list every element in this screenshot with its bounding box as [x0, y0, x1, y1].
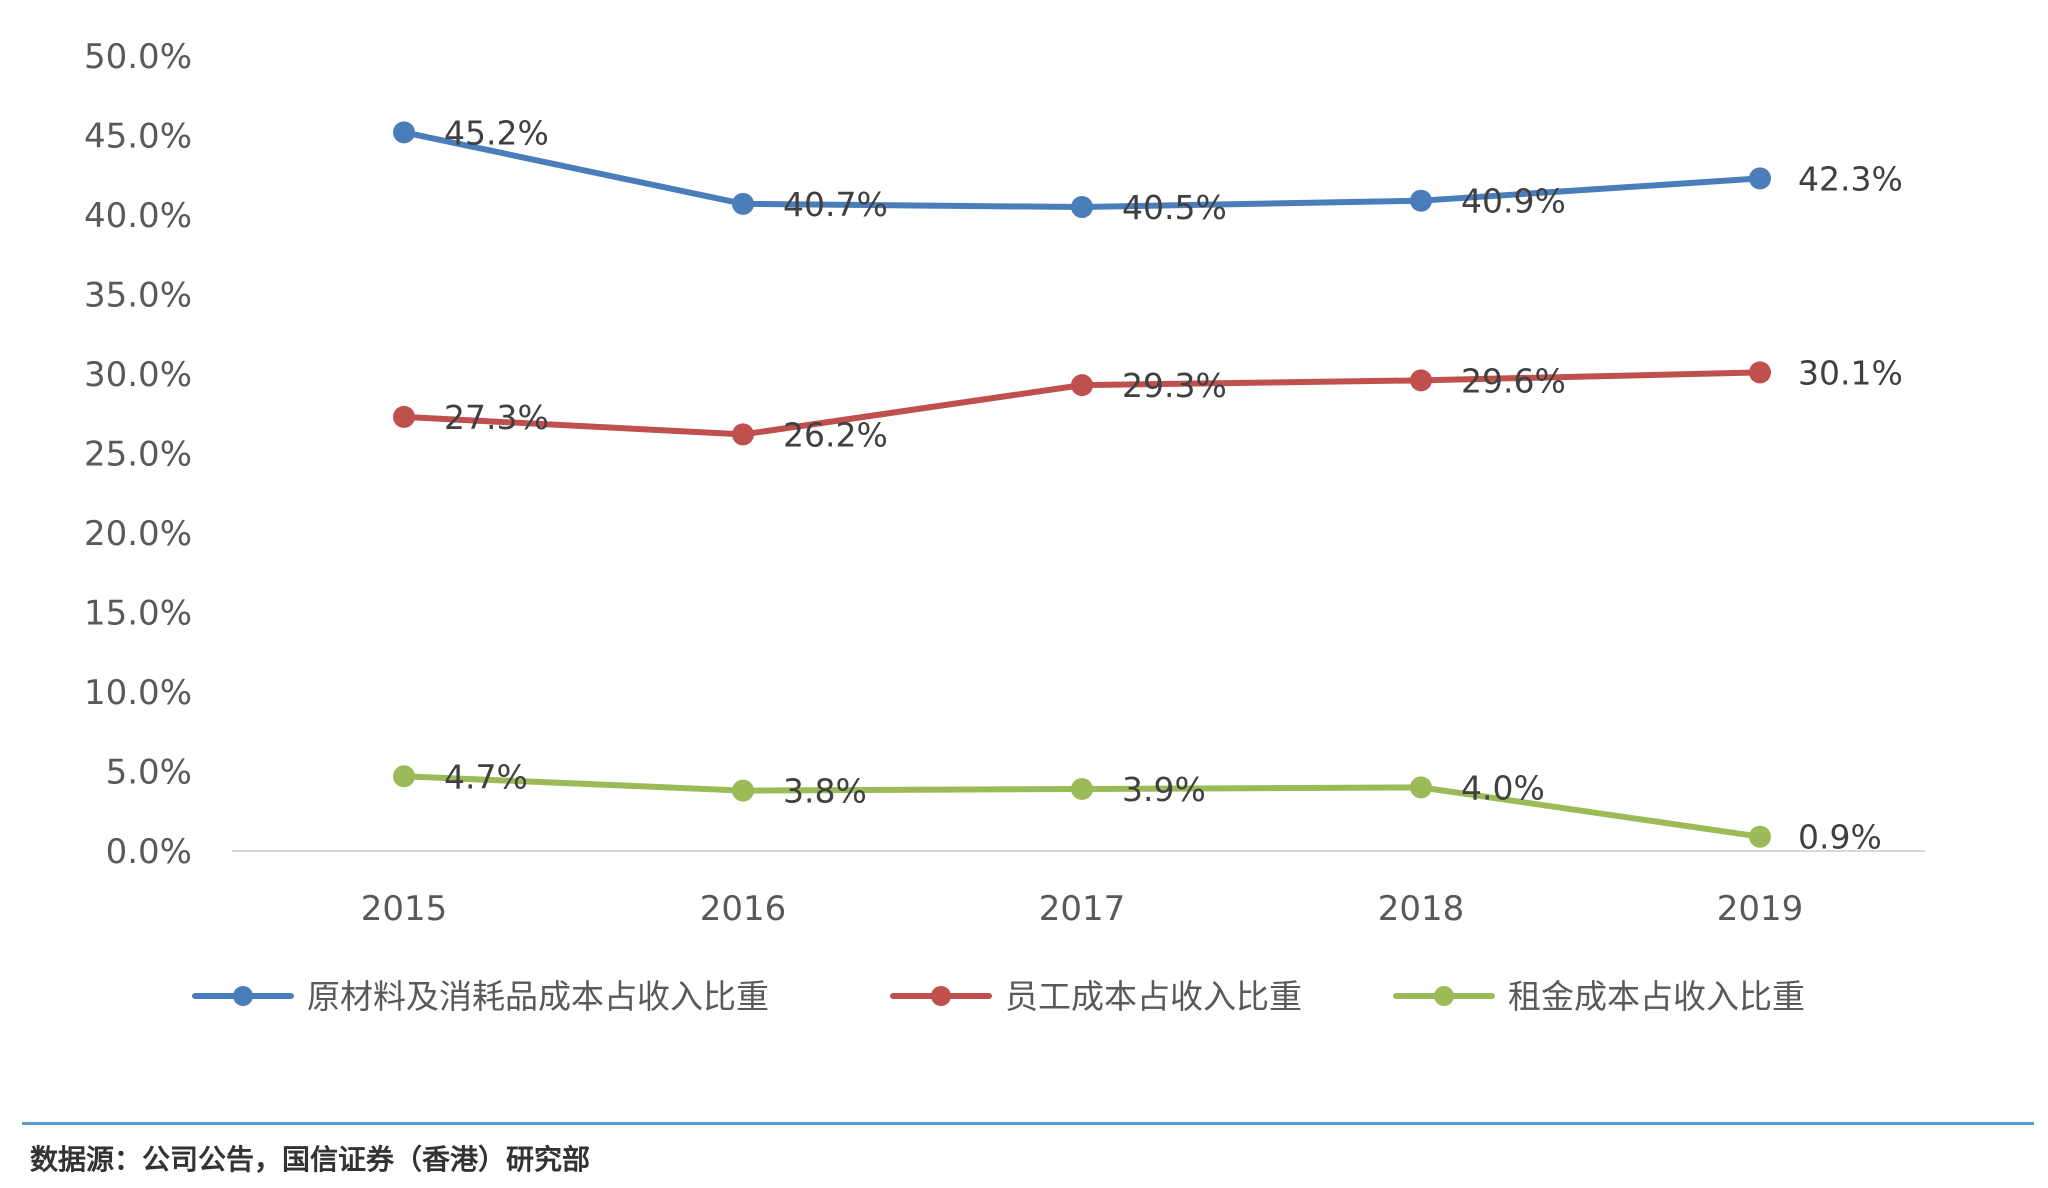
series: 27.3% 26.2% 29.3% 29.6% 30.1%: [393, 353, 1903, 454]
legend: 原材料及消耗品成本占收入比重 员工成本占收入比重 租金成本占收入比重: [192, 977, 1805, 1016]
data-label: 40.5%: [1122, 188, 1227, 227]
x-tick-label: 2019: [1717, 889, 1804, 929]
legend-label: 租金成本占收入比重: [1508, 977, 1805, 1016]
legend-marker: [1434, 986, 1454, 1006]
data-label: 29.6%: [1461, 361, 1566, 400]
y-axis: 0.0% 5.0% 10.0% 15.0% 20.0% 25.0% 30.0% 35.0% 40…: [84, 37, 192, 872]
data-label: 42.3%: [1798, 159, 1903, 198]
data-point: [393, 765, 415, 788]
y-tick-label: 10.0%: [84, 673, 192, 713]
source-divider: [22, 1122, 2034, 1125]
data-point: [1749, 361, 1771, 384]
data-label: 4.7%: [444, 757, 528, 796]
line-chart: 0.0% 5.0% 10.0% 15.0% 20.0% 25.0% 30.0% 35.0% 40…: [84, 37, 1925, 1016]
data-point: [1071, 196, 1093, 219]
y-tick-label: 25.0%: [84, 435, 192, 475]
data-point: [393, 121, 415, 144]
data-point: [1071, 374, 1093, 397]
x-axis: 2015 2016 2017 2018 2019: [361, 889, 1804, 929]
x-tick-label: 2015: [361, 889, 448, 929]
data-point: [732, 192, 754, 215]
data-label: 45.2%: [444, 113, 549, 152]
data-point: [732, 779, 754, 802]
data-label: 0.9%: [1798, 818, 1882, 857]
data-label: 4.0%: [1461, 768, 1545, 807]
data-label: 29.3%: [1122, 366, 1227, 405]
y-tick-label: 35.0%: [84, 276, 192, 316]
source-note: 数据源：公司公告，国信证券（香港）研究部: [30, 1143, 591, 1176]
data-label: 40.7%: [783, 185, 888, 224]
y-tick-label: 50.0%: [84, 37, 192, 77]
legend-label: 原材料及消耗品成本占收入比重: [307, 977, 769, 1016]
legend-label: 员工成本占收入比重: [1005, 977, 1302, 1016]
data-point: [1749, 825, 1771, 848]
series: 45.2% 40.7% 40.5% 40.9% 42.3%: [393, 113, 1903, 227]
data-point: [1410, 189, 1432, 212]
data-label: 3.8%: [783, 772, 867, 811]
data-point: [393, 405, 415, 428]
legend-marker: [931, 986, 951, 1006]
data-label: 30.1%: [1798, 353, 1903, 392]
data-label: 26.2%: [783, 415, 888, 454]
y-tick-label: 15.0%: [84, 594, 192, 634]
data-point: [1749, 167, 1771, 190]
series-layer: 45.2% 40.7% 40.5% 40.9% 42.3% 27.3% 26.2% 29.3%…: [393, 113, 1903, 857]
data-point: [1410, 369, 1432, 392]
y-tick-label: 0.0%: [106, 832, 192, 872]
series: 4.7% 3.8% 3.9% 4.0% 0.9%: [393, 757, 1882, 857]
legend-marker: [233, 986, 253, 1006]
x-tick-label: 2017: [1039, 889, 1126, 929]
y-tick-label: 45.0%: [84, 117, 192, 157]
data-point: [1071, 777, 1093, 800]
x-tick-label: 2016: [700, 889, 787, 929]
y-tick-label: 40.0%: [84, 196, 192, 236]
data-point: [1410, 776, 1432, 799]
y-tick-label: 5.0%: [106, 753, 192, 793]
data-point: [732, 423, 754, 446]
y-tick-label: 30.0%: [84, 355, 192, 395]
data-label: 40.9%: [1461, 182, 1566, 221]
x-tick-label: 2018: [1378, 889, 1465, 929]
data-label: 3.9%: [1122, 770, 1206, 809]
y-tick-label: 20.0%: [84, 514, 192, 554]
data-label: 27.3%: [444, 398, 549, 437]
